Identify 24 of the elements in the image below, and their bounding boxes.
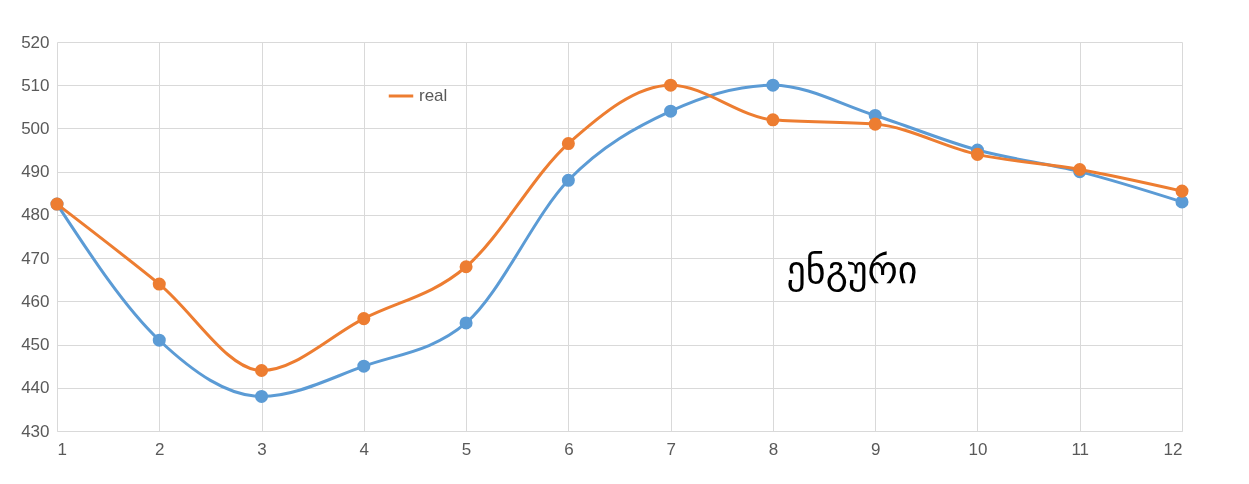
y-tick-label: 460 bbox=[21, 291, 50, 311]
x-tick-label: 12 bbox=[1163, 439, 1183, 459]
y-tick-label: 510 bbox=[21, 75, 50, 95]
x-tick-label: 8 bbox=[768, 439, 779, 459]
x-tick-label: 11 bbox=[1071, 439, 1090, 459]
x-tick-label: 4 bbox=[359, 439, 370, 459]
x-tick-label: 2 bbox=[155, 439, 165, 459]
y-tick-label: 500 bbox=[21, 118, 50, 138]
y-tick-label: 440 bbox=[21, 378, 50, 398]
y-tick-label: 520 bbox=[21, 32, 50, 52]
y-tick-label: 450 bbox=[21, 335, 50, 355]
x-tick-label: 10 bbox=[968, 439, 988, 459]
x-tick-label: 7 bbox=[666, 439, 676, 459]
legend-label: real bbox=[419, 86, 448, 105]
y-tick-label: 480 bbox=[21, 205, 50, 225]
y-tick-label: 470 bbox=[21, 248, 50, 268]
x-tick-label: 3 bbox=[257, 439, 267, 459]
y-tick-label: 430 bbox=[21, 421, 50, 441]
y-tick-label: 490 bbox=[21, 162, 50, 182]
x-tick-label: 5 bbox=[461, 439, 472, 459]
x-tick-label: 9 bbox=[870, 439, 881, 459]
x-tick-label: 6 bbox=[564, 439, 574, 459]
x-tick-label: 1 bbox=[57, 439, 67, 459]
annotation: ენგური bbox=[786, 248, 918, 292]
